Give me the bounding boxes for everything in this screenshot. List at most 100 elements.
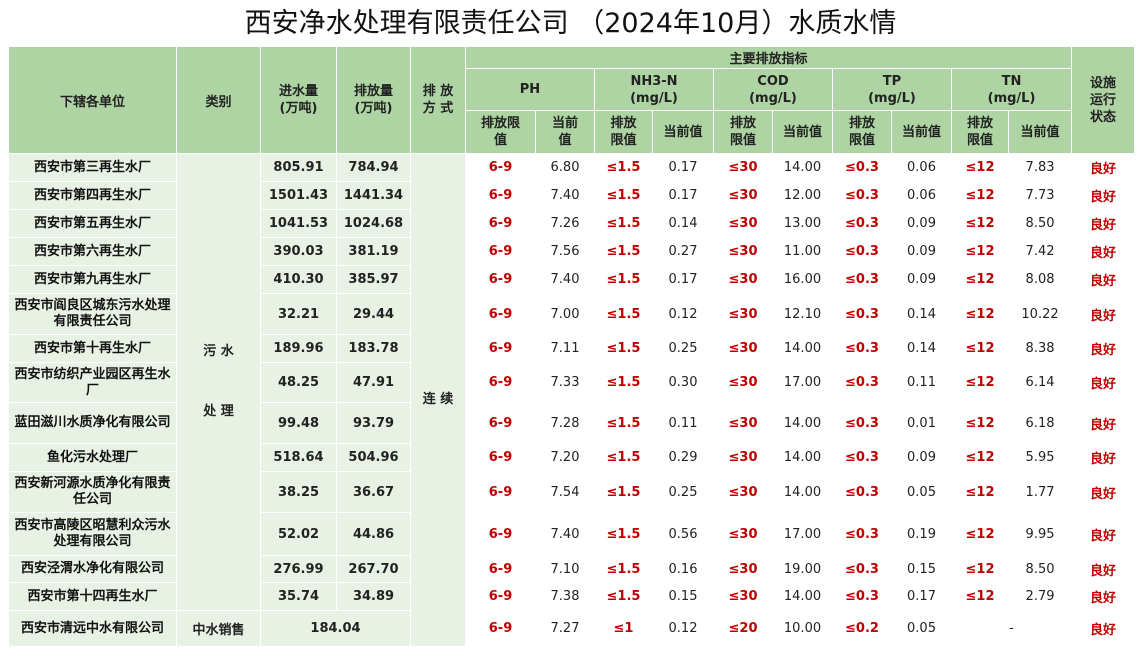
status-badge: 良好 bbox=[1071, 265, 1136, 294]
header-nh3n-current: 当前值 bbox=[652, 110, 714, 154]
unit-name: 西安市第五再生水厂 bbox=[8, 209, 177, 238]
inflow-value: 1041.53 bbox=[260, 209, 337, 238]
tp-value: 0.17 bbox=[891, 582, 952, 611]
tn-limit: ≤12 bbox=[951, 402, 1009, 444]
table-row: 西安市第九再生水厂 410.30 385.97 6-9 7.40 ≤1.5 0.17 ≤30 1… bbox=[8, 265, 1136, 294]
table-row: 西安市第十四再生水厂 35.74 34.89 6-9 7.38 ≤1.5 0.15 ≤30 14… bbox=[8, 582, 1136, 611]
status-badge: 良好 bbox=[1071, 582, 1136, 611]
tp-value: 0.06 bbox=[891, 153, 952, 182]
ph-limit: 6-9 bbox=[465, 237, 536, 266]
tn-limit: ≤12 bbox=[951, 237, 1009, 266]
inflow-value: 189.96 bbox=[260, 334, 337, 363]
ph-value: 7.11 bbox=[535, 334, 595, 363]
cod-value: 14.00 bbox=[772, 334, 833, 363]
ph-value: 7.33 bbox=[535, 362, 595, 403]
tn-limit: ≤12 bbox=[951, 153, 1009, 182]
tp-value: 0.09 bbox=[891, 237, 952, 266]
unit-name: 西安泾渭水净化有限公司 bbox=[8, 555, 177, 583]
outflow-value: 183.78 bbox=[336, 334, 411, 363]
nh3n-value: 0.14 bbox=[652, 209, 714, 238]
tn-value: 9.95 bbox=[1007, 512, 1073, 556]
header-ph-limit: 排放限值 bbox=[465, 110, 536, 154]
nh3n-value: 0.12 bbox=[652, 293, 714, 335]
nh3n-limit: ≤1.5 bbox=[594, 402, 653, 444]
tn-limit: ≤12 bbox=[951, 209, 1009, 238]
tp-limit: ≤0.3 bbox=[832, 512, 892, 556]
unit-name: 西安市高陵区昭慧利众污水处理有限公司 bbox=[8, 512, 177, 556]
header-tn-current: 当前值 bbox=[1007, 110, 1073, 154]
tp-value: 0.15 bbox=[891, 555, 952, 583]
inflow-value: 38.25 bbox=[260, 471, 337, 513]
tp-limit: ≤0.3 bbox=[832, 334, 892, 363]
tn-limit: ≤12 bbox=[951, 265, 1009, 294]
tn-limit: ≤12 bbox=[951, 362, 1009, 403]
header-row-main: 下辖各单位 类别 进水量 (万吨) 排放量 (万吨) 排 放方 式主要排放指标 设施 运行 状态 bbox=[8, 46, 1136, 154]
tp-limit: ≤0.3 bbox=[832, 153, 892, 182]
ph-value: 7.00 bbox=[535, 293, 595, 335]
status-badge: 良好 bbox=[1071, 237, 1136, 266]
nh3n-limit: ≤1.5 bbox=[594, 237, 653, 266]
nh3n-value: 0.25 bbox=[652, 471, 714, 513]
cod-value: 12.00 bbox=[772, 181, 833, 210]
ph-limit: 6-9 bbox=[465, 181, 536, 210]
tp-value: 0.05 bbox=[891, 471, 952, 513]
ph-value: 7.54 bbox=[535, 471, 595, 513]
outflow-value: 36.67 bbox=[336, 471, 411, 513]
header-row-indicators: PH NH3-N (mg/L) COD (mg/L) TP (mg/L) TN (mg/L) bbox=[9, 68, 1135, 111]
ph-limit: 6-9 bbox=[465, 443, 536, 472]
unit-name: 西安市纺织产业园区再生水厂 bbox=[8, 362, 177, 403]
nh3n-value: 0.17 bbox=[652, 265, 714, 294]
header-indicator-tn: TN (mg/L) bbox=[950, 68, 1073, 111]
tp-value: 0.11 bbox=[891, 362, 952, 403]
tp-value: 0.14 bbox=[891, 334, 952, 363]
outflow-value: 784.94 bbox=[336, 153, 411, 182]
header-discharge-mode: 排 放方 式 bbox=[410, 46, 466, 154]
table-row: 蓝田滋川水质净化有限公司 99.48 93.79 6-9 7.28 ≤1.5 0.11 ≤30… bbox=[8, 402, 1136, 444]
tn-value: 6.18 bbox=[1007, 402, 1073, 444]
nh3n-limit: ≤1.5 bbox=[594, 582, 653, 611]
tn-limit: ≤12 bbox=[951, 555, 1009, 583]
tn-value: 8.38 bbox=[1007, 334, 1073, 363]
tn-value: 1.77 bbox=[1007, 471, 1073, 513]
header-status: 设施 运行 状态 bbox=[1071, 46, 1136, 154]
tp-limit: ≤0.3 bbox=[832, 582, 892, 611]
cod-limit: ≤30 bbox=[713, 237, 773, 266]
nh3n-value: 0.17 bbox=[652, 153, 714, 182]
status-badge: 良好 bbox=[1071, 471, 1136, 513]
category-cell: 污 水处 理 bbox=[176, 153, 261, 611]
tp-limit: ≤0.3 bbox=[832, 181, 892, 210]
reclaimed-volume: 184.04 bbox=[260, 610, 411, 647]
ph-limit: 6-9 bbox=[465, 334, 536, 363]
status-badge: 良好 bbox=[1071, 209, 1136, 238]
nh3n-value: 0.15 bbox=[652, 582, 714, 611]
header-cod-limit: 排放 限值 bbox=[713, 110, 773, 154]
header-nh3n-limit: 排放 限值 bbox=[594, 110, 653, 154]
nh3n-value: 0.30 bbox=[652, 362, 714, 403]
nh3n-value: 0.16 bbox=[652, 555, 714, 583]
tn-limit: ≤12 bbox=[951, 471, 1009, 513]
inflow-value: 805.91 bbox=[260, 153, 337, 182]
table-row-reclaimed: 西安市清远中水有限公司 中水销售 184.04 6-9 7.27 ≤1 0.12 ≤20 10.… bbox=[8, 610, 1136, 647]
nh3n-limit: ≤1.5 bbox=[594, 334, 653, 363]
inflow-value: 52.02 bbox=[260, 512, 337, 556]
unit-name: 西安新河源水质净化有限责任公司 bbox=[8, 471, 177, 513]
ph-limit: 6-9 bbox=[465, 362, 536, 403]
tp-value: 0.19 bbox=[891, 512, 952, 556]
cod-limit: ≤30 bbox=[713, 471, 773, 513]
cod-limit: ≤30 bbox=[713, 402, 773, 444]
header-unit: 下辖各单位 bbox=[8, 46, 177, 154]
header-cod-current: 当前值 bbox=[772, 110, 833, 154]
ph-limit: 6-9 bbox=[465, 265, 536, 294]
table-row: 西安泾渭水净化有限公司 276.99 267.70 6-9 7.10 ≤1.5 0.16 ≤3… bbox=[8, 555, 1136, 583]
inflow-value: 35.74 bbox=[260, 582, 337, 611]
outflow-value: 381.19 bbox=[336, 237, 411, 266]
nh3n-limit: ≤1.5 bbox=[594, 471, 653, 513]
ph-value: 7.10 bbox=[535, 555, 595, 583]
outflow-value: 44.86 bbox=[336, 512, 411, 556]
nh3n-limit: ≤1.5 bbox=[594, 555, 653, 583]
ph-value: 7.40 bbox=[535, 265, 595, 294]
cod-limit: ≤30 bbox=[713, 555, 773, 583]
status-badge: 良好 bbox=[1071, 555, 1136, 583]
header-inflow: 进水量 (万吨) bbox=[260, 46, 337, 154]
cod-value: 14.00 bbox=[772, 402, 833, 444]
